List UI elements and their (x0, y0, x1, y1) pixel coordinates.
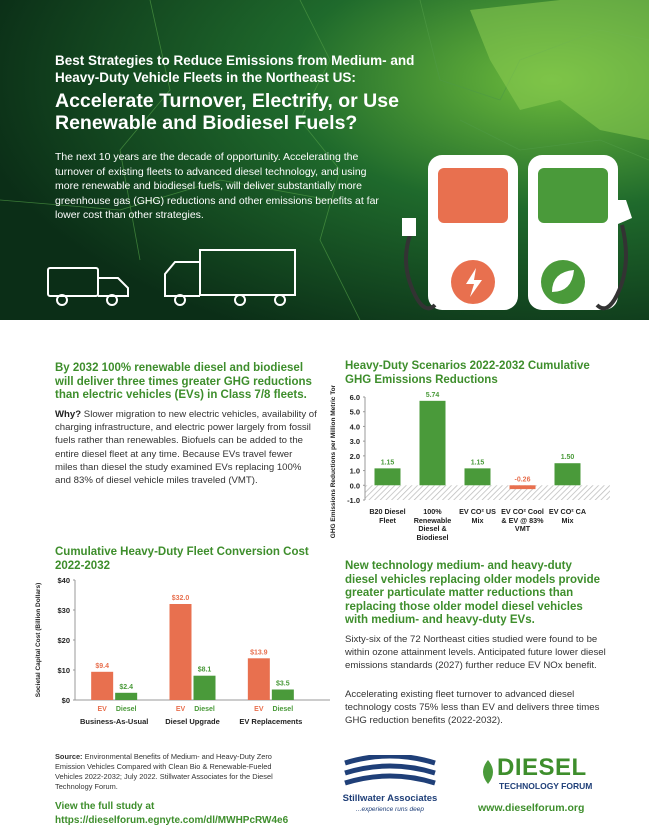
y-tick-label: $0 (62, 696, 70, 705)
study-link[interactable]: View the full study at https://dieselforu… (55, 800, 288, 828)
y-tick-label: $30 (57, 606, 70, 615)
bar (509, 485, 536, 490)
y-axis-label: GHG Emissions Reductions per Million Met… (330, 385, 337, 538)
x-tick-label: EV CO² US Mix (459, 508, 496, 525)
stillwater-tagline: ...experience runs deep (356, 806, 424, 813)
stillwater-logo (344, 755, 436, 786)
study-label: View the full study at (55, 801, 155, 812)
category-label-box: EV CO² Cool & EV @ 83% VMT (501, 508, 544, 533)
right-paragraph: Sixty-six of the 72 Northeast cities stu… (345, 634, 606, 672)
dtf-name: DIESEL (497, 754, 587, 781)
y-tick-label: 2.0 (350, 452, 360, 461)
y-tick-label: -1.0 (347, 496, 360, 505)
value-label: 1.15 (381, 459, 395, 466)
x-tick-label: B20 Diesel Fleet (369, 508, 406, 525)
dtf-logo (483, 760, 493, 784)
legend-label: Diesel (194, 706, 215, 713)
y-tick-label: $10 (57, 666, 70, 675)
left-body: Why? Slower migration to new electric ve… (55, 408, 317, 487)
bar (464, 468, 491, 486)
y-tick-label: 0.0 (350, 481, 360, 490)
category-label-box: B20 Diesel Fleet (369, 508, 406, 525)
bar (193, 675, 216, 700)
chart: 6.0 5.0 4.0 3.0 2.0 1.0 0.0 -1.0 GHG Emissions R… (330, 385, 610, 542)
value-label: $13.9 (250, 649, 268, 656)
right-headline: New technology medium- and heavy-duty di… (345, 560, 601, 626)
category-label-box: EV CO² US Mix (459, 508, 496, 525)
value-label: 5.74 (426, 392, 440, 399)
bar (169, 604, 192, 700)
value-label: -0.26 (515, 476, 531, 483)
category-label-box: 100% Renewable Diesel & Biodiesel (413, 508, 452, 542)
bar (419, 400, 446, 486)
y-tick-label: $40 (57, 576, 70, 585)
bar (554, 463, 581, 486)
body-text: Slower migration to new electric vehicle… (55, 409, 317, 487)
x-tick-label: Business-As-Usual (80, 717, 148, 726)
y-tick-label: $20 (57, 636, 70, 645)
value-label: $2.4 (119, 684, 133, 691)
y-tick-label: 6.0 (350, 393, 360, 402)
legend-label: EV (254, 706, 264, 713)
chart-title: Cumulative Heavy-Duty Fleet Conversion C… (55, 546, 309, 572)
y-axis-label: Societal Capital Cost (Billion Dollars) (35, 583, 42, 698)
value-label: 1.50 (561, 454, 575, 461)
legend-label: EV (176, 706, 186, 713)
y-tick-label: 3.0 (350, 437, 360, 446)
x-tick-label: EV CO² CA Mix (548, 508, 587, 525)
header-intro: The next 10 years are the decade of oppo… (55, 151, 379, 221)
legend-label: EV (97, 706, 107, 713)
right-paragraph: Accelerating existing fleet turnover to … (345, 689, 600, 727)
lead: Why? (55, 409, 82, 420)
stillwater-name: Stillwater Associates (342, 793, 438, 804)
bar (247, 658, 270, 700)
value-label: 1.15 (471, 459, 485, 466)
chart-title: Heavy-Duty Scenarios 2022-2032 Cumulativ… (345, 360, 590, 386)
y-tick-label: 1.0 (350, 467, 360, 476)
left-headline: By 2032 100% renewable diesel and biodie… (55, 362, 312, 401)
x-tick-label: 100% Renewable Diesel & Biodiesel (413, 508, 452, 542)
source-text: Environmental Benefits of Medium- and He… (55, 752, 273, 791)
category-label-box: EV CO² CA Mix (548, 508, 587, 525)
legend-label: Diesel (116, 706, 137, 713)
y-tick-label: 4.0 (350, 422, 360, 431)
header-title: Accelerate Turnover, Electrify, or Use R… (55, 90, 399, 134)
value-label: $9.4 (95, 663, 109, 670)
value-label: $32.0 (172, 595, 190, 602)
header-subtitle: Best Strategies to Reduce Emissions from… (55, 53, 415, 85)
negative-zone (365, 485, 610, 500)
source: Source: Environmental Benefits of Medium… (55, 752, 285, 792)
x-tick-label: EV CO² Cool & EV @ 83% VMT (501, 508, 544, 533)
study-url[interactable]: https://dieselforum.egnyte.com/dl/MWHPcR… (55, 815, 289, 826)
value-label: $3.5 (276, 681, 290, 688)
x-tick-label: EV Replacements (239, 717, 302, 726)
legend-label: Diesel (273, 706, 294, 713)
bar (374, 468, 401, 486)
bar (271, 689, 294, 700)
source-label: Source: (55, 752, 83, 761)
value-label: $8.1 (198, 667, 212, 674)
dtf-sub: TECHNOLOGY FORUM (499, 781, 593, 791)
bar (115, 692, 138, 700)
dtf-url[interactable]: www.dieselforum.org (478, 802, 585, 814)
y-tick-label: 5.0 (350, 408, 360, 417)
bar (91, 671, 114, 700)
x-tick-label: Diesel Upgrade (165, 717, 220, 726)
header-art (0, 0, 649, 320)
chart: $0 $10 $20 $30 $40 Societal Capital Cost (Bil… (35, 576, 330, 726)
